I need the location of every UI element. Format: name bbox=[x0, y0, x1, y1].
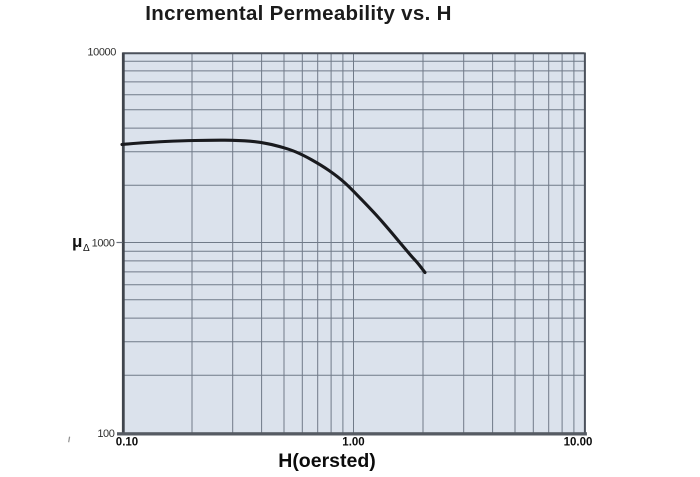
svg-text:1000: 1000 bbox=[92, 237, 115, 249]
svg-text:100: 100 bbox=[97, 428, 114, 440]
svg-text:10000: 10000 bbox=[87, 47, 116, 59]
svg-text:10.00: 10.00 bbox=[564, 437, 593, 449]
svg-text:Incremental Permeability vs. H: Incremental Permeability vs. H bbox=[145, 2, 451, 25]
svg-text:Δ: Δ bbox=[83, 243, 90, 254]
svg-text:H(oersted): H(oersted) bbox=[278, 450, 376, 472]
svg-text:1.00: 1.00 bbox=[342, 437, 364, 449]
svg-text:0.10: 0.10 bbox=[116, 437, 138, 449]
svg-text:μ: μ bbox=[72, 232, 82, 251]
